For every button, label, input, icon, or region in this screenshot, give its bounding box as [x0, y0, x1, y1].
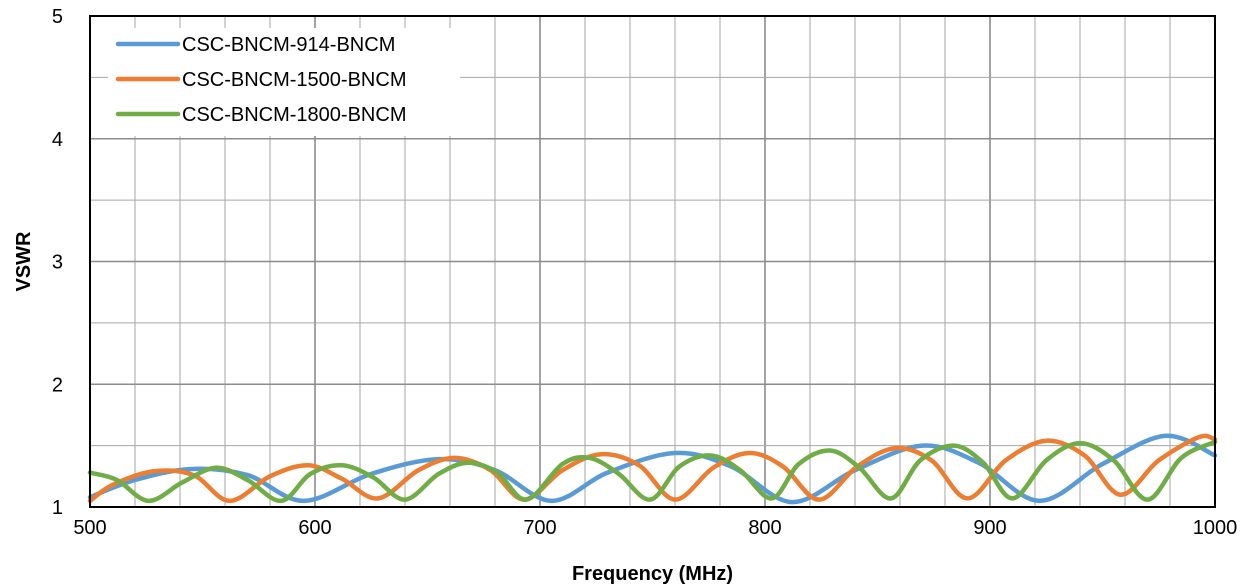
- legend-label: CSC-BNCM-1800-BNCM: [182, 104, 406, 126]
- y-tick-label: 3: [52, 252, 63, 274]
- legend-label: CSC-BNCM-1500-BNCM: [182, 69, 406, 91]
- x-axis-title: Frequency (MHz): [572, 563, 733, 585]
- series-line-3: [87, 439, 1218, 504]
- tick-labels: 500 600 700 800 900 1000 1 2 3 4 5: [52, 6, 1237, 539]
- legend: CSC-BNCM-914-BNCM CSC-BNCM-1500-BNCM CSC-B…: [108, 28, 460, 136]
- series-line-2: [87, 433, 1218, 504]
- x-tick-label: 800: [748, 517, 781, 539]
- y-tick-label: 4: [52, 129, 63, 151]
- plot-frame: [89, 15, 1216, 508]
- x-tick-label: 600: [298, 517, 331, 539]
- x-tick-label: 700: [523, 517, 556, 539]
- y-tick-label: 1: [52, 497, 63, 519]
- series-lines: [87, 433, 1218, 505]
- y-axis-title: VSWR: [13, 231, 35, 292]
- x-tick-label: 1000: [1193, 517, 1238, 539]
- x-tick-label: 900: [973, 517, 1006, 539]
- y-tick-label: 5: [52, 6, 63, 28]
- series-line-1: [87, 433, 1218, 505]
- y-tick-label: 2: [52, 374, 63, 396]
- legend-label: CSC-BNCM-914-BNCM: [182, 34, 395, 56]
- x-tick-label: 500: [73, 517, 106, 539]
